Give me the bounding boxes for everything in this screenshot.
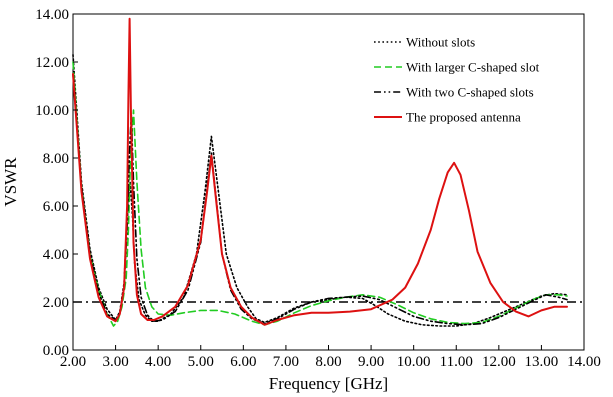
y-tick-label: 2.00 — [43, 295, 69, 311]
y-tick-label: 14.00 — [35, 7, 69, 23]
x-tick-label: 7.00 — [273, 354, 299, 370]
x-tick-label: 10.00 — [397, 354, 431, 370]
x-tick-label: 4.00 — [145, 354, 171, 370]
legend-label-3: The proposed antenna — [406, 110, 521, 125]
x-tick-label: 5.00 — [188, 354, 214, 370]
y-tick-label: 12.00 — [35, 55, 69, 71]
y-tick-label: 8.00 — [43, 151, 69, 167]
y-axis-title: VSWR — [1, 157, 20, 207]
x-tick-label: 9.00 — [358, 354, 384, 370]
y-tick-label: 4.00 — [43, 247, 69, 263]
y-tick-label: 10.00 — [35, 103, 69, 119]
series-line-3 — [72, 17, 568, 326]
x-tick-label: 2.00 — [60, 354, 86, 370]
legend-label-2: With two C-shaped slots — [406, 85, 534, 100]
x-tick-label: 3.00 — [102, 354, 128, 370]
x-tick-label: 6.00 — [230, 354, 256, 370]
x-axis-title: Frequency [GHz] — [269, 374, 388, 393]
axis-layer: 2.00 3.00 4.00 5.00 6.00 7.00 8.00 9.00 10.00 11.… — [35, 7, 601, 370]
x-tick-label: 13.00 — [525, 354, 559, 370]
x-tick-label: 12.00 — [482, 354, 516, 370]
x-tick-label: 8.00 — [315, 354, 341, 370]
legend: Without slots With larger C-shaped slot Wi… — [374, 35, 540, 125]
series-line-1 — [72, 61, 568, 327]
legend-label-1: With larger C-shaped slot — [406, 60, 540, 75]
y-tick-label: 0.00 — [43, 343, 69, 359]
y-tick-label: 6.00 — [43, 199, 69, 215]
x-tick-label: 14.00 — [567, 354, 601, 370]
series-layer — [72, 17, 568, 327]
legend-label-0: Without slots — [406, 35, 475, 50]
x-tick-label: 11.00 — [440, 354, 473, 370]
